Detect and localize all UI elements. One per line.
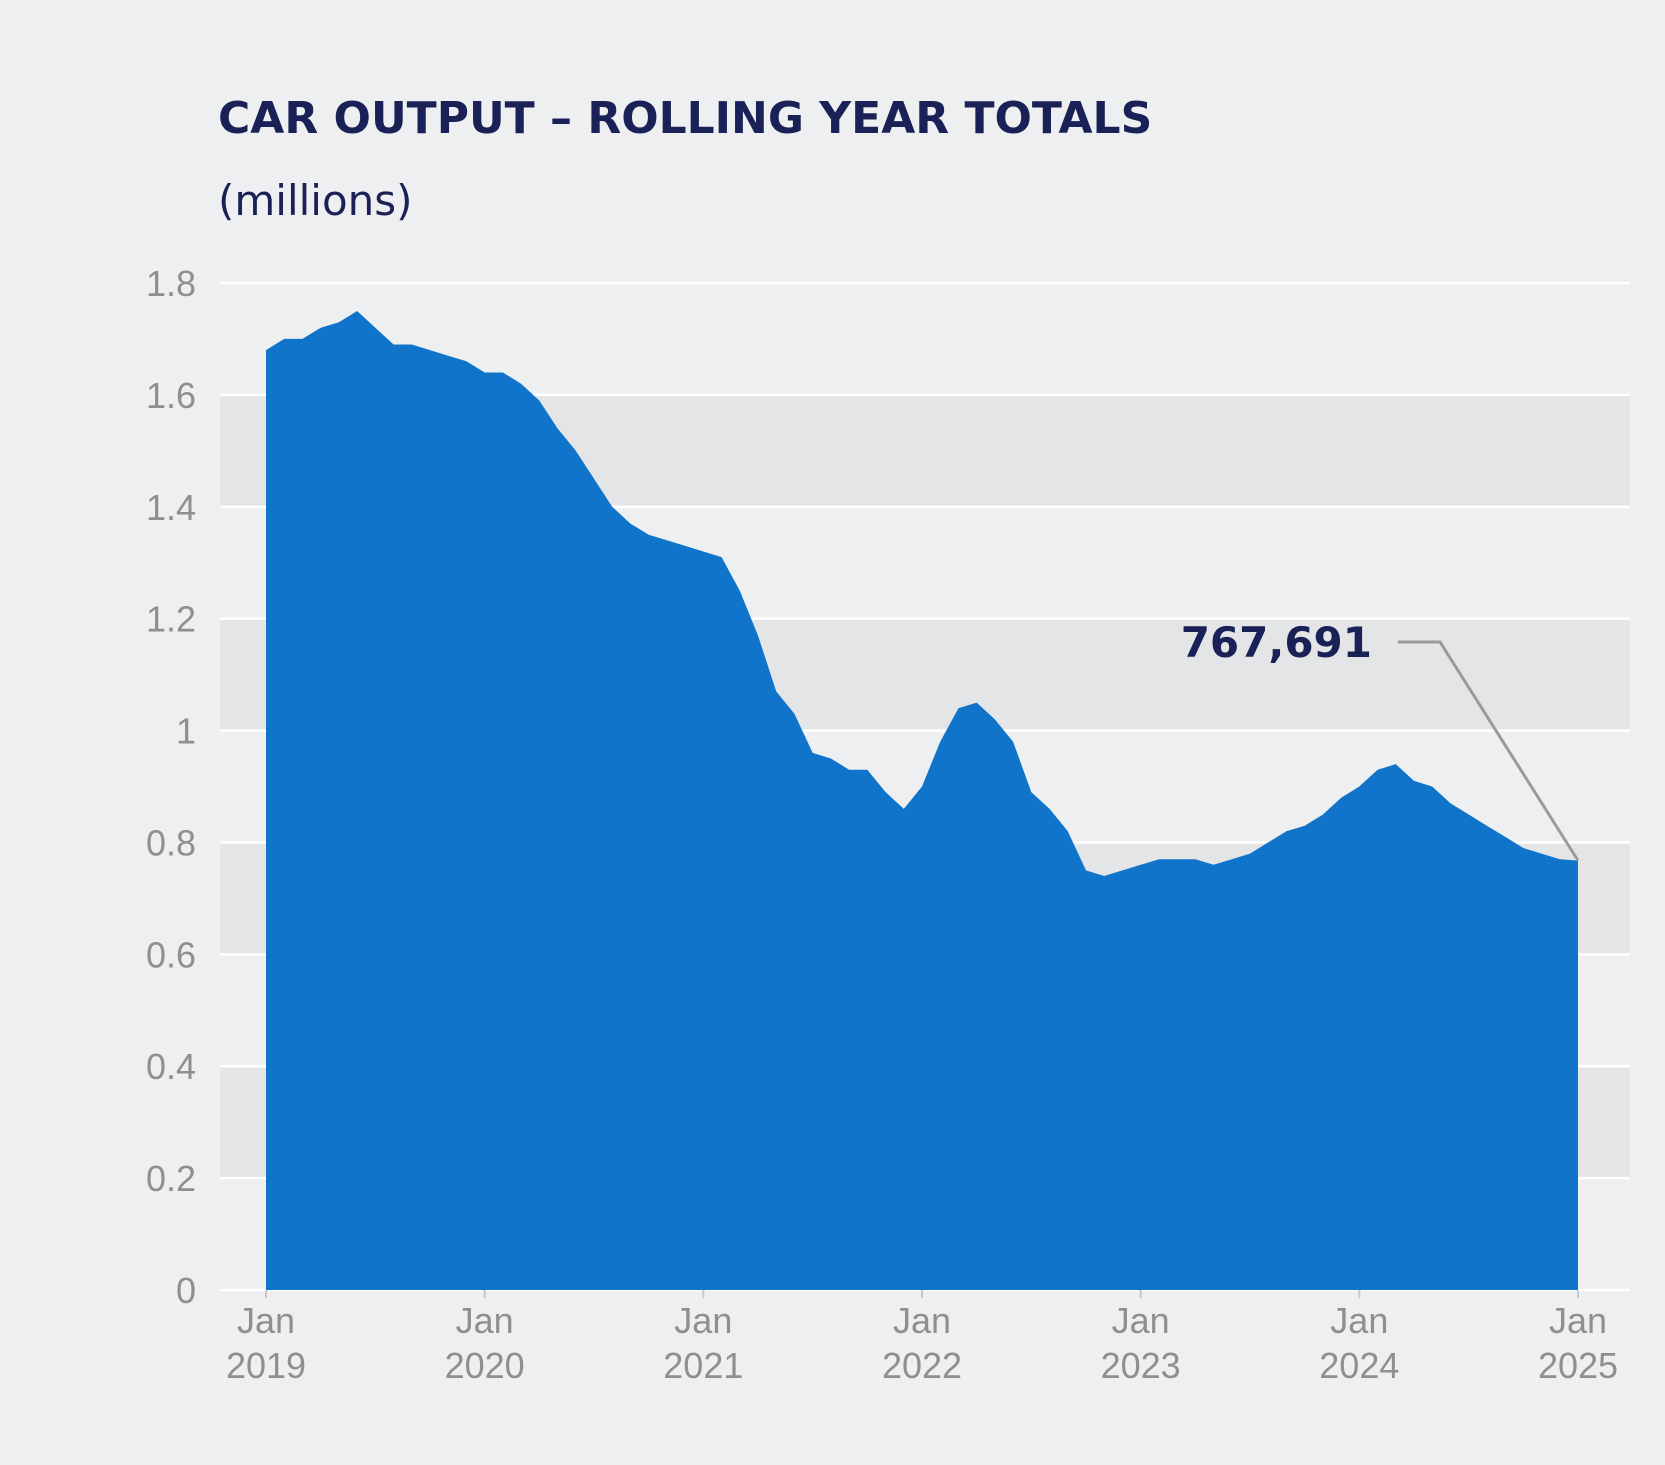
value-callout: 767,691 — [1181, 618, 1580, 862]
y-tick-label: 1.4 — [146, 487, 196, 528]
x-tick-year: 2022 — [882, 1345, 962, 1386]
area-series — [266, 311, 1578, 1290]
y-tick-label: 1 — [176, 711, 196, 752]
y-tick-label: 1.8 — [146, 263, 196, 304]
y-tick-label: 1.2 — [146, 599, 196, 640]
x-tick-month: Jan — [1330, 1300, 1388, 1341]
x-axis: Jan2019Jan2020Jan2021Jan2022Jan2023Jan20… — [226, 1290, 1618, 1386]
x-tick-year: 2025 — [1538, 1345, 1618, 1386]
y-tick-label: 0.2 — [146, 1158, 196, 1199]
y-axis: 0 0.2 0.4 0.6 0.8 1 1.2 1.4 1.6 1.8 — [146, 263, 196, 1311]
y-tick-label: 1.6 — [146, 375, 196, 416]
x-tick-month: Jan — [1549, 1300, 1607, 1341]
x-tick-year: 2021 — [663, 1345, 743, 1386]
x-tick-year: 2019 — [226, 1345, 306, 1386]
callout-leader-line — [1398, 640, 1580, 862]
y-tick-label: 0.6 — [146, 934, 196, 975]
chart-title: CAR OUTPUT – ROLLING YEAR TOTALS — [218, 93, 1152, 144]
x-tick-month: Jan — [1112, 1300, 1170, 1341]
y-tick-label: 0.4 — [146, 1046, 196, 1087]
x-tick-month: Jan — [674, 1300, 732, 1341]
callout-value-label: 767,691 — [1181, 618, 1372, 667]
chart-subtitle: (millions) — [218, 176, 413, 225]
x-tick-year: 2020 — [445, 1345, 525, 1386]
x-tick-year: 2023 — [1101, 1345, 1181, 1386]
x-tick-month: Jan — [456, 1300, 514, 1341]
x-tick-year: 2024 — [1319, 1345, 1399, 1386]
x-tick-month: Jan — [893, 1300, 951, 1341]
x-tick-month: Jan — [237, 1300, 295, 1341]
area-layer — [266, 311, 1578, 1290]
y-tick-label: 0.8 — [146, 822, 196, 863]
y-tick-label: 0 — [176, 1270, 196, 1311]
